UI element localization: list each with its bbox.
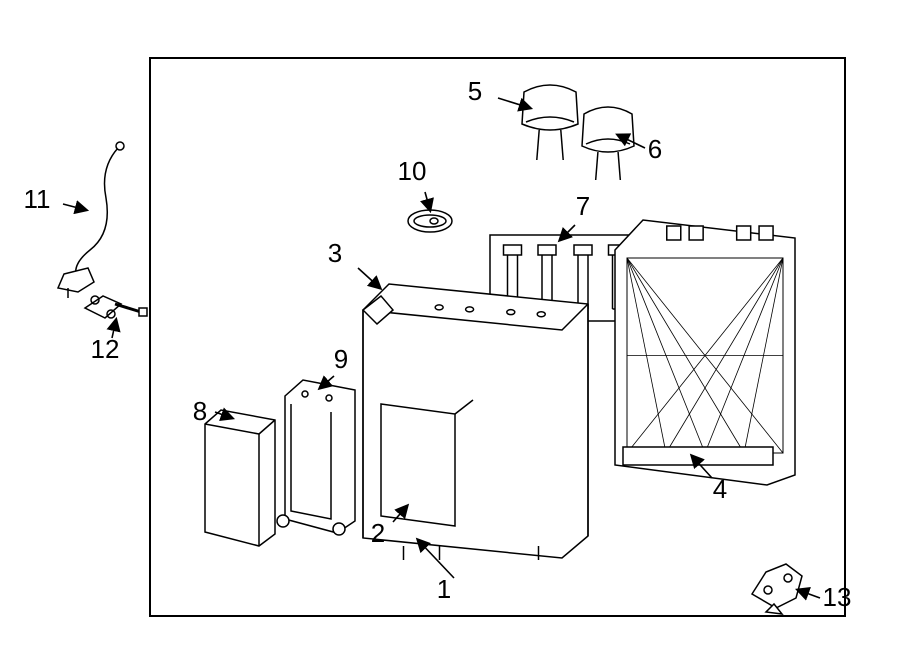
callout-label: 6 [648, 134, 662, 164]
callout-label: 1 [437, 574, 451, 604]
callout-3: 3 [328, 238, 380, 288]
callout-13: 13 [798, 582, 851, 612]
callout-9: 9 [320, 344, 348, 388]
callout-12: 12 [91, 320, 120, 364]
callout-label: 8 [193, 396, 207, 426]
callout-label: 5 [468, 76, 482, 106]
callout-label: 7 [576, 191, 590, 221]
callout-label: 4 [713, 474, 727, 504]
armrest-frame [277, 380, 355, 535]
callout-10: 10 [398, 156, 430, 210]
callout-label: 10 [398, 156, 427, 186]
release-cable [58, 142, 124, 298]
callout-label: 9 [334, 344, 348, 374]
callout-5: 5 [468, 76, 530, 108]
headrest-outer [522, 85, 578, 160]
parts-diagram: 12345678910111213 [0, 0, 900, 661]
seat-back-frame [615, 220, 795, 485]
callout-label: 11 [24, 184, 51, 214]
callout-label: 12 [91, 334, 120, 364]
release-bezel [408, 210, 452, 232]
pivot-pin [85, 296, 147, 318]
headrest-center [582, 107, 634, 180]
callout-7: 7 [560, 191, 590, 240]
callout-1: 1 [418, 540, 454, 604]
callout-11: 11 [24, 184, 87, 214]
armrest-pad [205, 410, 275, 546]
callout-label: 13 [823, 582, 852, 612]
hinge-bracket [752, 564, 802, 614]
callout-label: 2 [371, 518, 385, 548]
callout-label: 3 [328, 238, 342, 268]
